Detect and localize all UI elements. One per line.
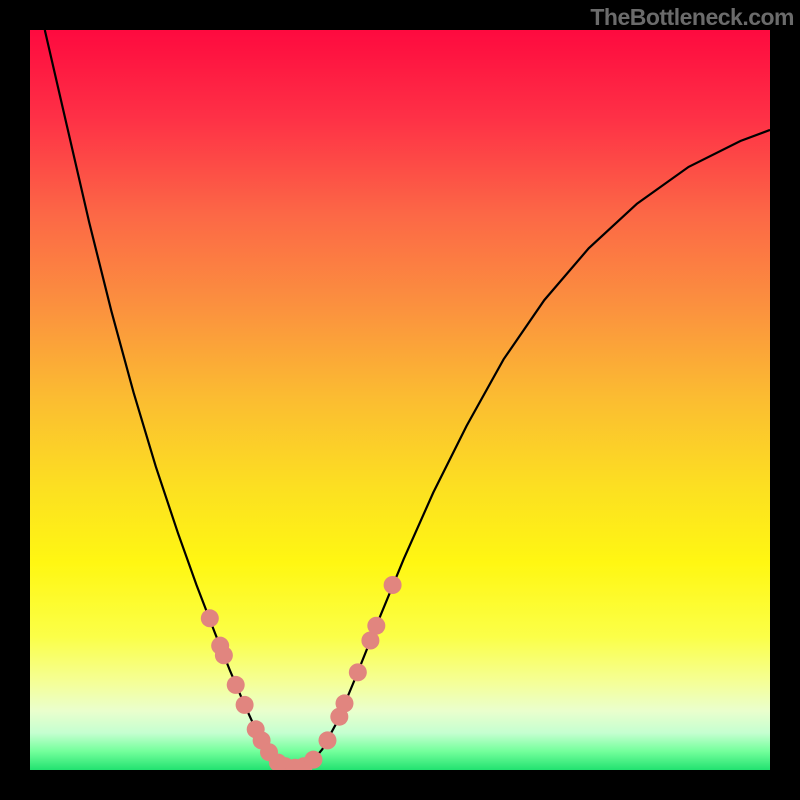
marker-dot	[336, 694, 354, 712]
marker-dot	[304, 751, 322, 769]
marker-dot	[384, 576, 402, 594]
bottleneck-plot	[30, 30, 770, 770]
plot-background	[30, 30, 770, 770]
marker-dot	[215, 646, 233, 664]
watermark-label: TheBottleneck.com	[590, 4, 794, 31]
marker-dot	[349, 663, 367, 681]
marker-dot	[367, 617, 385, 635]
marker-dot	[227, 676, 245, 694]
marker-dot	[236, 696, 254, 714]
marker-dot	[201, 609, 219, 627]
marker-dot	[318, 731, 336, 749]
chart-canvas: TheBottleneck.com	[0, 0, 800, 800]
